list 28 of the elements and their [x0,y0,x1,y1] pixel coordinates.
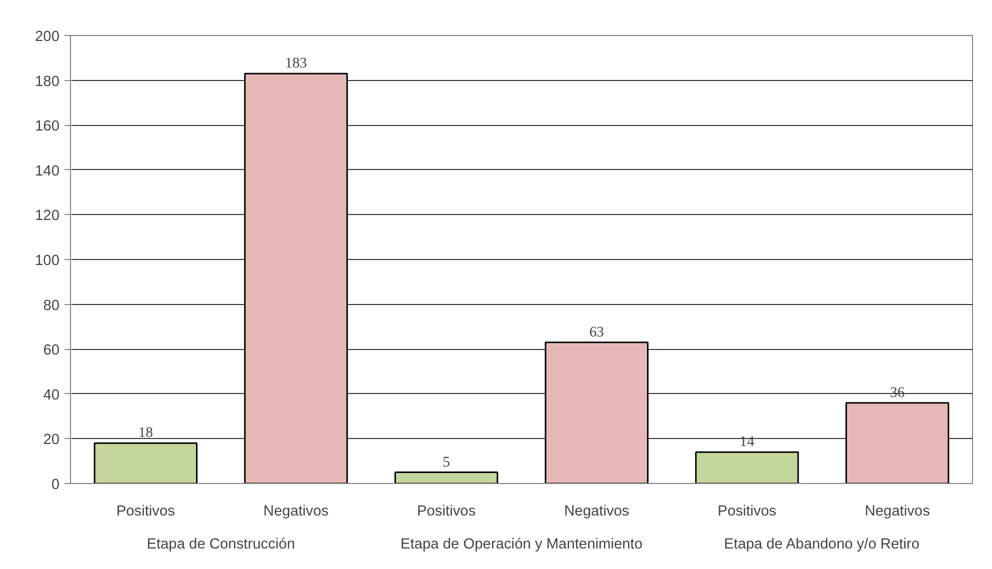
y-tick-label: 180 [35,74,60,90]
y-tick-label: 140 [35,163,60,180]
data-label: 5 [442,454,450,470]
y-tick-label: 40 [43,387,60,404]
y-tick-label: 120 [35,208,60,224]
x-tick-label: Positivos [116,504,175,520]
y-tick-label: 160 [35,118,60,135]
x-tick-label: Negativos [864,504,930,520]
bar [394,472,498,484]
data-label: 18 [138,425,153,442]
x-tick-label: Positivos [417,504,476,520]
bar [94,442,198,484]
y-tick-label: 100 [35,253,60,269]
y-tick-label: 60 [43,342,60,359]
bar [695,451,799,484]
y-tick-label: 80 [43,298,60,314]
text: Etapa de Abandono y/o Retiro [724,536,920,552]
data-label: 14 [740,434,755,450]
data-label: 63 [589,324,604,340]
y-tick-label: 20 [43,432,60,448]
data-label: 183 [285,56,307,72]
y-tick-label: 200 [35,29,60,45]
x-tick-label: Positivos [718,504,776,520]
x-tick-label: Negativos [564,504,630,520]
y-tick-label: 0 [51,477,60,493]
text: Etapa de Operación y Mantenimiento [400,536,642,552]
text: Etapa de Construcción [146,536,295,552]
x-tick-label: Negativos [263,504,329,520]
